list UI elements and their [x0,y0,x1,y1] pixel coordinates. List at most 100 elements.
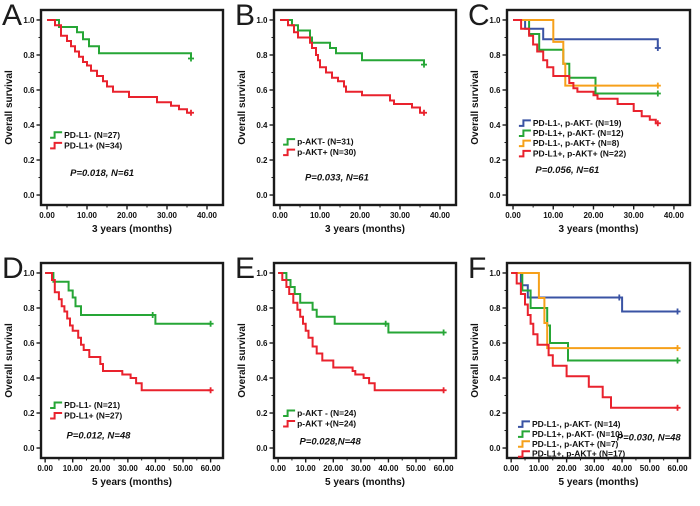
censor-marker [674,357,681,364]
x-axis: 0.00 10.00 20.00 30.00 40.00 3 years (months) [272,205,451,235]
legend-label: PD-L1-, p-AKT- (N=14) [532,419,621,429]
legend-label: PD-L1-, p-AKT+ (N=8) [533,138,620,148]
plot-frame [272,261,458,460]
svg-text:0.4: 0.4 [256,374,268,383]
svg-text:30.00: 30.00 [157,211,178,220]
legend-label: PD-L1+, p-AKT- (N=12) [533,128,624,138]
svg-text:0.2: 0.2 [489,156,501,165]
svg-text:Overall survival: Overall survival [4,323,15,398]
legend-label: PD-L1+ (N=27) [64,410,122,420]
legend-label: p-AKT- (N=31) [297,137,354,147]
km-plot-B: 0.00 10.00 20.00 30.00 40.00 3 years (months)… [237,8,458,235]
svg-text:0.00: 0.00 [272,211,288,220]
svg-text:20.00: 20.00 [117,211,138,220]
p-value-annotation: P=0.056, N=61 [535,165,599,176]
svg-text:3 years (months): 3 years (months) [325,224,405,235]
legend: PD-L1-, p-AKT- (N=19)PD-L1+, p-AKT- (N=1… [518,118,626,158]
svg-text:10.00: 10.00 [543,211,564,220]
svg-text:0.00: 0.00 [505,211,521,220]
svg-text:0.4: 0.4 [489,121,501,130]
plot-frame [39,261,225,460]
legend-label: p-AKT+ (N=30) [297,147,356,157]
p-value-annotation: P=0.012, N=48 [66,431,131,442]
svg-text:0.0: 0.0 [23,191,35,200]
legend-label: p-AKT +(N=24) [297,418,356,428]
panel-C: C 0.00 10.00 20.00 30.00 40.00 3 years (month… [466,0,700,253]
svg-text:0.8: 0.8 [256,304,268,313]
svg-text:0.4: 0.4 [23,374,35,383]
censor-marker [654,82,661,89]
panel-letter-A: A [2,0,23,32]
svg-text:1.0: 1.0 [256,269,268,278]
x-axis: 0.00 10.00 20.00 30.00 40.00 50.00 60.00 5 year… [503,458,688,488]
legend-label: PD-L1+, p-AKT- (N=10) [532,429,623,439]
p-value-annotation: P=0.030, N=48 [617,432,682,443]
svg-text:P=0.056, N=61: P=0.056, N=61 [535,165,599,176]
legend-label: p-AKT - (N=24) [297,408,356,418]
svg-text:0.2: 0.2 [23,409,35,418]
censor-marker [616,294,623,301]
svg-text:0.6: 0.6 [256,86,268,95]
legend: p-AKT- (N=31)p-AKT+ (N=30) [283,137,356,157]
svg-text:P=0.018, N=61: P=0.018, N=61 [70,168,134,179]
y-axis: 0.0 0.2 0.4 0.6 0.8 1.0 Overall survival [4,16,41,200]
svg-text:0.6: 0.6 [256,339,268,348]
svg-text:0.0: 0.0 [256,444,268,453]
svg-text:0.6: 0.6 [23,86,35,95]
svg-text:P=0.012, N=48: P=0.012, N=48 [66,431,131,442]
svg-text:5 years (months): 5 years (months) [92,477,172,488]
svg-text:20.00: 20.00 [350,211,371,220]
svg-text:0.6: 0.6 [489,86,501,95]
censor-marker [188,55,194,62]
series-pd-l1+-n-34- [47,19,194,116]
svg-text:1.0: 1.0 [489,16,501,25]
svg-text:Overall survival: Overall survival [470,70,481,145]
legend-label: PD-L1+ (N=34) [64,140,122,150]
svg-text:10.00: 10.00 [63,464,84,473]
legend-label: PD-L1+, p-AKT+ (N=17) [532,449,625,459]
series-pd-l1--n-21- [45,272,214,327]
svg-text:30.00: 30.00 [351,464,372,473]
series-pd-l1+-p-akt+-n-17- [511,272,681,411]
svg-text:0.2: 0.2 [256,156,268,165]
series-pd-l1--p-akt+-n-8- [513,19,661,89]
censor-marker [440,387,447,394]
svg-text:60.00: 60.00 [668,464,689,473]
panel-letter-D: D [2,253,24,285]
legend-label: PD-L1- (N=21) [64,400,120,410]
p-value-annotation: P=0.028,N=48 [299,436,361,447]
censor-marker [654,120,661,127]
y-axis: 0.0 0.2 0.4 0.6 0.8 1.0 Overall survival [470,269,507,453]
svg-text:40.00: 40.00 [430,211,451,220]
svg-text:20.00: 20.00 [323,464,344,473]
svg-text:0.6: 0.6 [23,339,35,348]
svg-text:1.0: 1.0 [23,16,35,25]
svg-text:50.00: 50.00 [640,464,661,473]
panel-E: E 0.00 10.00 20.00 30.00 40.00 50.00 60.00 5 ye… [233,253,466,506]
censor-marker [674,404,681,411]
x-axis: 0.00 10.00 20.00 30.00 40.00 3 years (months) [39,205,218,235]
svg-text:0.2: 0.2 [256,409,268,418]
series-p-akt-+-n-24- [278,272,447,394]
svg-text:0.00: 0.00 [37,464,53,473]
y-axis: 0.0 0.2 0.4 0.6 0.8 1.0 Overall survival [237,16,274,200]
series-p-akt+-n-30- [280,19,427,116]
svg-text:40.00: 40.00 [378,464,399,473]
svg-text:60.00: 60.00 [201,464,222,473]
svg-text:40.00: 40.00 [197,211,218,220]
x-axis: 0.00 10.00 20.00 30.00 40.00 50.00 60.00 5 year… [37,458,221,488]
legend-label: PD-L1-, p-AKT+ (N=7) [532,439,619,449]
km-plot-A: 0.00 10.00 20.00 30.00 40.00 3 years (months)… [4,8,225,235]
km-plot-C: 0.00 10.00 20.00 30.00 40.00 3 years (months)… [470,8,692,235]
panel-letter-C: C [468,0,490,32]
svg-text:10.00: 10.00 [310,211,331,220]
svg-text:0.6: 0.6 [489,339,501,348]
legend-label: PD-L1-, p-AKT- (N=19) [533,118,622,128]
svg-text:20.00: 20.00 [583,211,604,220]
svg-text:10.00: 10.00 [296,464,317,473]
panel-letter-E: E [235,253,256,285]
legend: PD-L1-, p-AKT- (N=14)PD-L1+, p-AKT- (N=1… [517,419,625,459]
series-p-akt---n-24- [278,272,447,336]
svg-text:0.4: 0.4 [23,121,35,130]
